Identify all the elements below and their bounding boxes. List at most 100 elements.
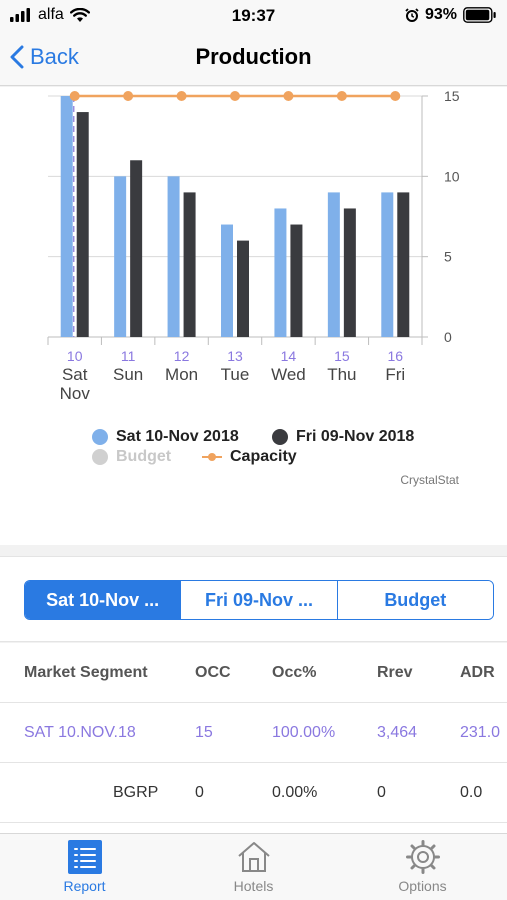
x-tick-label: 14 — [281, 348, 297, 364]
legend-item-s1[interactable]: Sat 10-Nov 2018 — [92, 428, 272, 446]
bar-series-1 — [114, 176, 127, 337]
tab-bar: Report Hotels Options — [0, 833, 507, 900]
segment-sat-10-nov[interactable]: Sat 10-Nov ... — [25, 581, 181, 619]
signal-icon — [10, 8, 30, 22]
legend-marker-capacity — [202, 453, 222, 461]
legend-label-capacity: Capacity — [230, 448, 297, 465]
x-day-label: Fri — [385, 365, 405, 384]
x-tick-label: 12 — [174, 348, 190, 364]
legend-label-s1: Sat 10-Nov 2018 — [116, 428, 239, 445]
bar-series-1 — [381, 192, 394, 337]
x-tick-label: 11 — [121, 348, 136, 364]
header-market-segment: Market Segment — [24, 664, 148, 681]
report-list-icon — [67, 840, 102, 874]
cell-segment: BGRP — [113, 784, 159, 801]
legend-marker-s2 — [272, 429, 288, 445]
wifi-icon — [69, 7, 90, 22]
back-label: Back — [30, 44, 79, 69]
tab-options-label: Options — [398, 878, 447, 894]
table-header: Market Segment OCC Occ% Rrev ADR — [0, 643, 507, 703]
bar-series-2 — [76, 112, 89, 337]
bar-series-2 — [397, 192, 410, 337]
segmented-control: Sat 10-Nov ... Fri 09-Nov ... Budget — [24, 580, 494, 620]
capacity-point — [390, 91, 401, 101]
capacity-point — [69, 91, 80, 101]
tab-hotels[interactable]: Hotels — [169, 834, 338, 900]
capacity-point — [123, 91, 134, 101]
cell-occ: 15 — [195, 724, 213, 741]
table-row[interactable]: BGRP 0 0.00% 0 0.0 — [0, 763, 507, 823]
bar-series-2 — [183, 192, 196, 337]
legend-label-budget: Budget — [116, 448, 172, 465]
legend-item-capacity[interactable]: Capacity — [202, 448, 297, 466]
house-icon — [237, 842, 270, 872]
table-row[interactable]: SAT 10.NOV.18 15 100.00% 3,464 231.0 — [0, 703, 507, 763]
chart-legend: Sat 10-Nov 2018 Fri 09-Nov 2018 Budget C… — [92, 427, 452, 467]
x-day-label: Sat — [62, 365, 88, 384]
bar-series-1 — [274, 208, 287, 337]
tab-hotels-label: Hotels — [233, 878, 274, 894]
header-adr: ADR — [460, 664, 495, 681]
segment-budget[interactable]: Budget — [336, 581, 493, 619]
back-button[interactable]: Back — [10, 44, 79, 70]
legend-label-s2: Fri 09-Nov 2018 — [296, 428, 415, 445]
bar-series-1 — [327, 192, 340, 337]
battery-percent: 93% — [424, 6, 457, 23]
status-left: alfa — [10, 6, 90, 24]
legend-item-budget[interactable]: Budget — [92, 448, 202, 466]
header-occ-percent: Occ% — [272, 664, 317, 681]
capacity-point — [176, 91, 187, 101]
chart-card: 0 5 10 15 10 Sat Nov 11 Sun 12 Mon 13 Tue 14 Wed 15 Thu 1… — [0, 87, 507, 545]
bar-series-2 — [343, 208, 356, 337]
status-time: 19:37 — [231, 6, 276, 25]
production-chart: 05101510SatNov11Sun12Mon13Tue14Wed15Thu1… — [47, 88, 460, 403]
legend-row-1: Sat 10-Nov 2018 Fri 09-Nov 2018 — [92, 427, 452, 447]
chevron-left-icon — [10, 45, 24, 69]
legend-item-s2[interactable]: Fri 09-Nov 2018 — [272, 428, 414, 446]
legend-marker-s1 — [92, 429, 108, 445]
cell-rrev: 0 — [377, 784, 386, 801]
tab-options[interactable]: Options — [338, 834, 507, 900]
page-title: Production — [195, 44, 312, 69]
segment-fri-09-nov[interactable]: Fri 09-Nov ... — [180, 581, 337, 619]
bar-series-2 — [130, 160, 143, 337]
x-tick-label: 13 — [227, 348, 243, 364]
cell-rrev: 3,464 — [377, 724, 418, 741]
tab-report[interactable]: Report — [0, 834, 169, 900]
x-tick-label: 10 — [67, 348, 83, 364]
status-bar: alfa 19:37 93% — [0, 0, 507, 32]
bar-series-1 — [221, 224, 233, 337]
x-month-label: Nov — [60, 384, 91, 403]
cell-adr: 0.0 — [460, 784, 483, 801]
legend-marker-budget — [92, 449, 108, 465]
cell-occ: 0 — [195, 784, 204, 801]
legend-row-2: Budget Capacity — [92, 447, 452, 467]
y-tick-label: 5 — [444, 249, 452, 265]
x-day-label: Mon — [165, 365, 198, 384]
tab-report-label: Report — [63, 878, 106, 894]
alarm-icon — [405, 8, 419, 22]
battery-icon — [463, 7, 496, 23]
y-tick-label: 10 — [444, 168, 460, 184]
x-day-label: Tue — [221, 365, 250, 384]
chart-credit: CrystalStat — [400, 473, 459, 487]
capacity-point — [230, 91, 240, 101]
x-day-label: Wed — [271, 365, 306, 384]
bar-series-2 — [290, 224, 303, 337]
y-tick-label: 15 — [444, 88, 460, 104]
market-segment-table: Market Segment OCC Occ% Rrev ADR SAT 10.… — [0, 643, 507, 833]
cell-segment: SAT 10.NOV.18 — [24, 724, 136, 741]
x-tick-label: 15 — [334, 348, 350, 364]
x-day-label: Sun — [113, 365, 143, 384]
bar-series-1 — [60, 96, 73, 337]
x-tick-label: 16 — [387, 348, 403, 364]
header-occ: OCC — [195, 664, 231, 681]
header-rrev: Rrev — [377, 664, 413, 681]
x-day-label: Thu — [327, 365, 356, 384]
navigation-bar: Back Production — [0, 32, 507, 86]
capacity-point — [283, 91, 294, 101]
cell-occ-percent: 100.00% — [272, 724, 336, 741]
carrier-name: alfa — [38, 6, 64, 23]
segment-section: Sat 10-Nov ... Fri 09-Nov ... Budget — [0, 556, 507, 642]
bar-series-2 — [237, 240, 249, 337]
